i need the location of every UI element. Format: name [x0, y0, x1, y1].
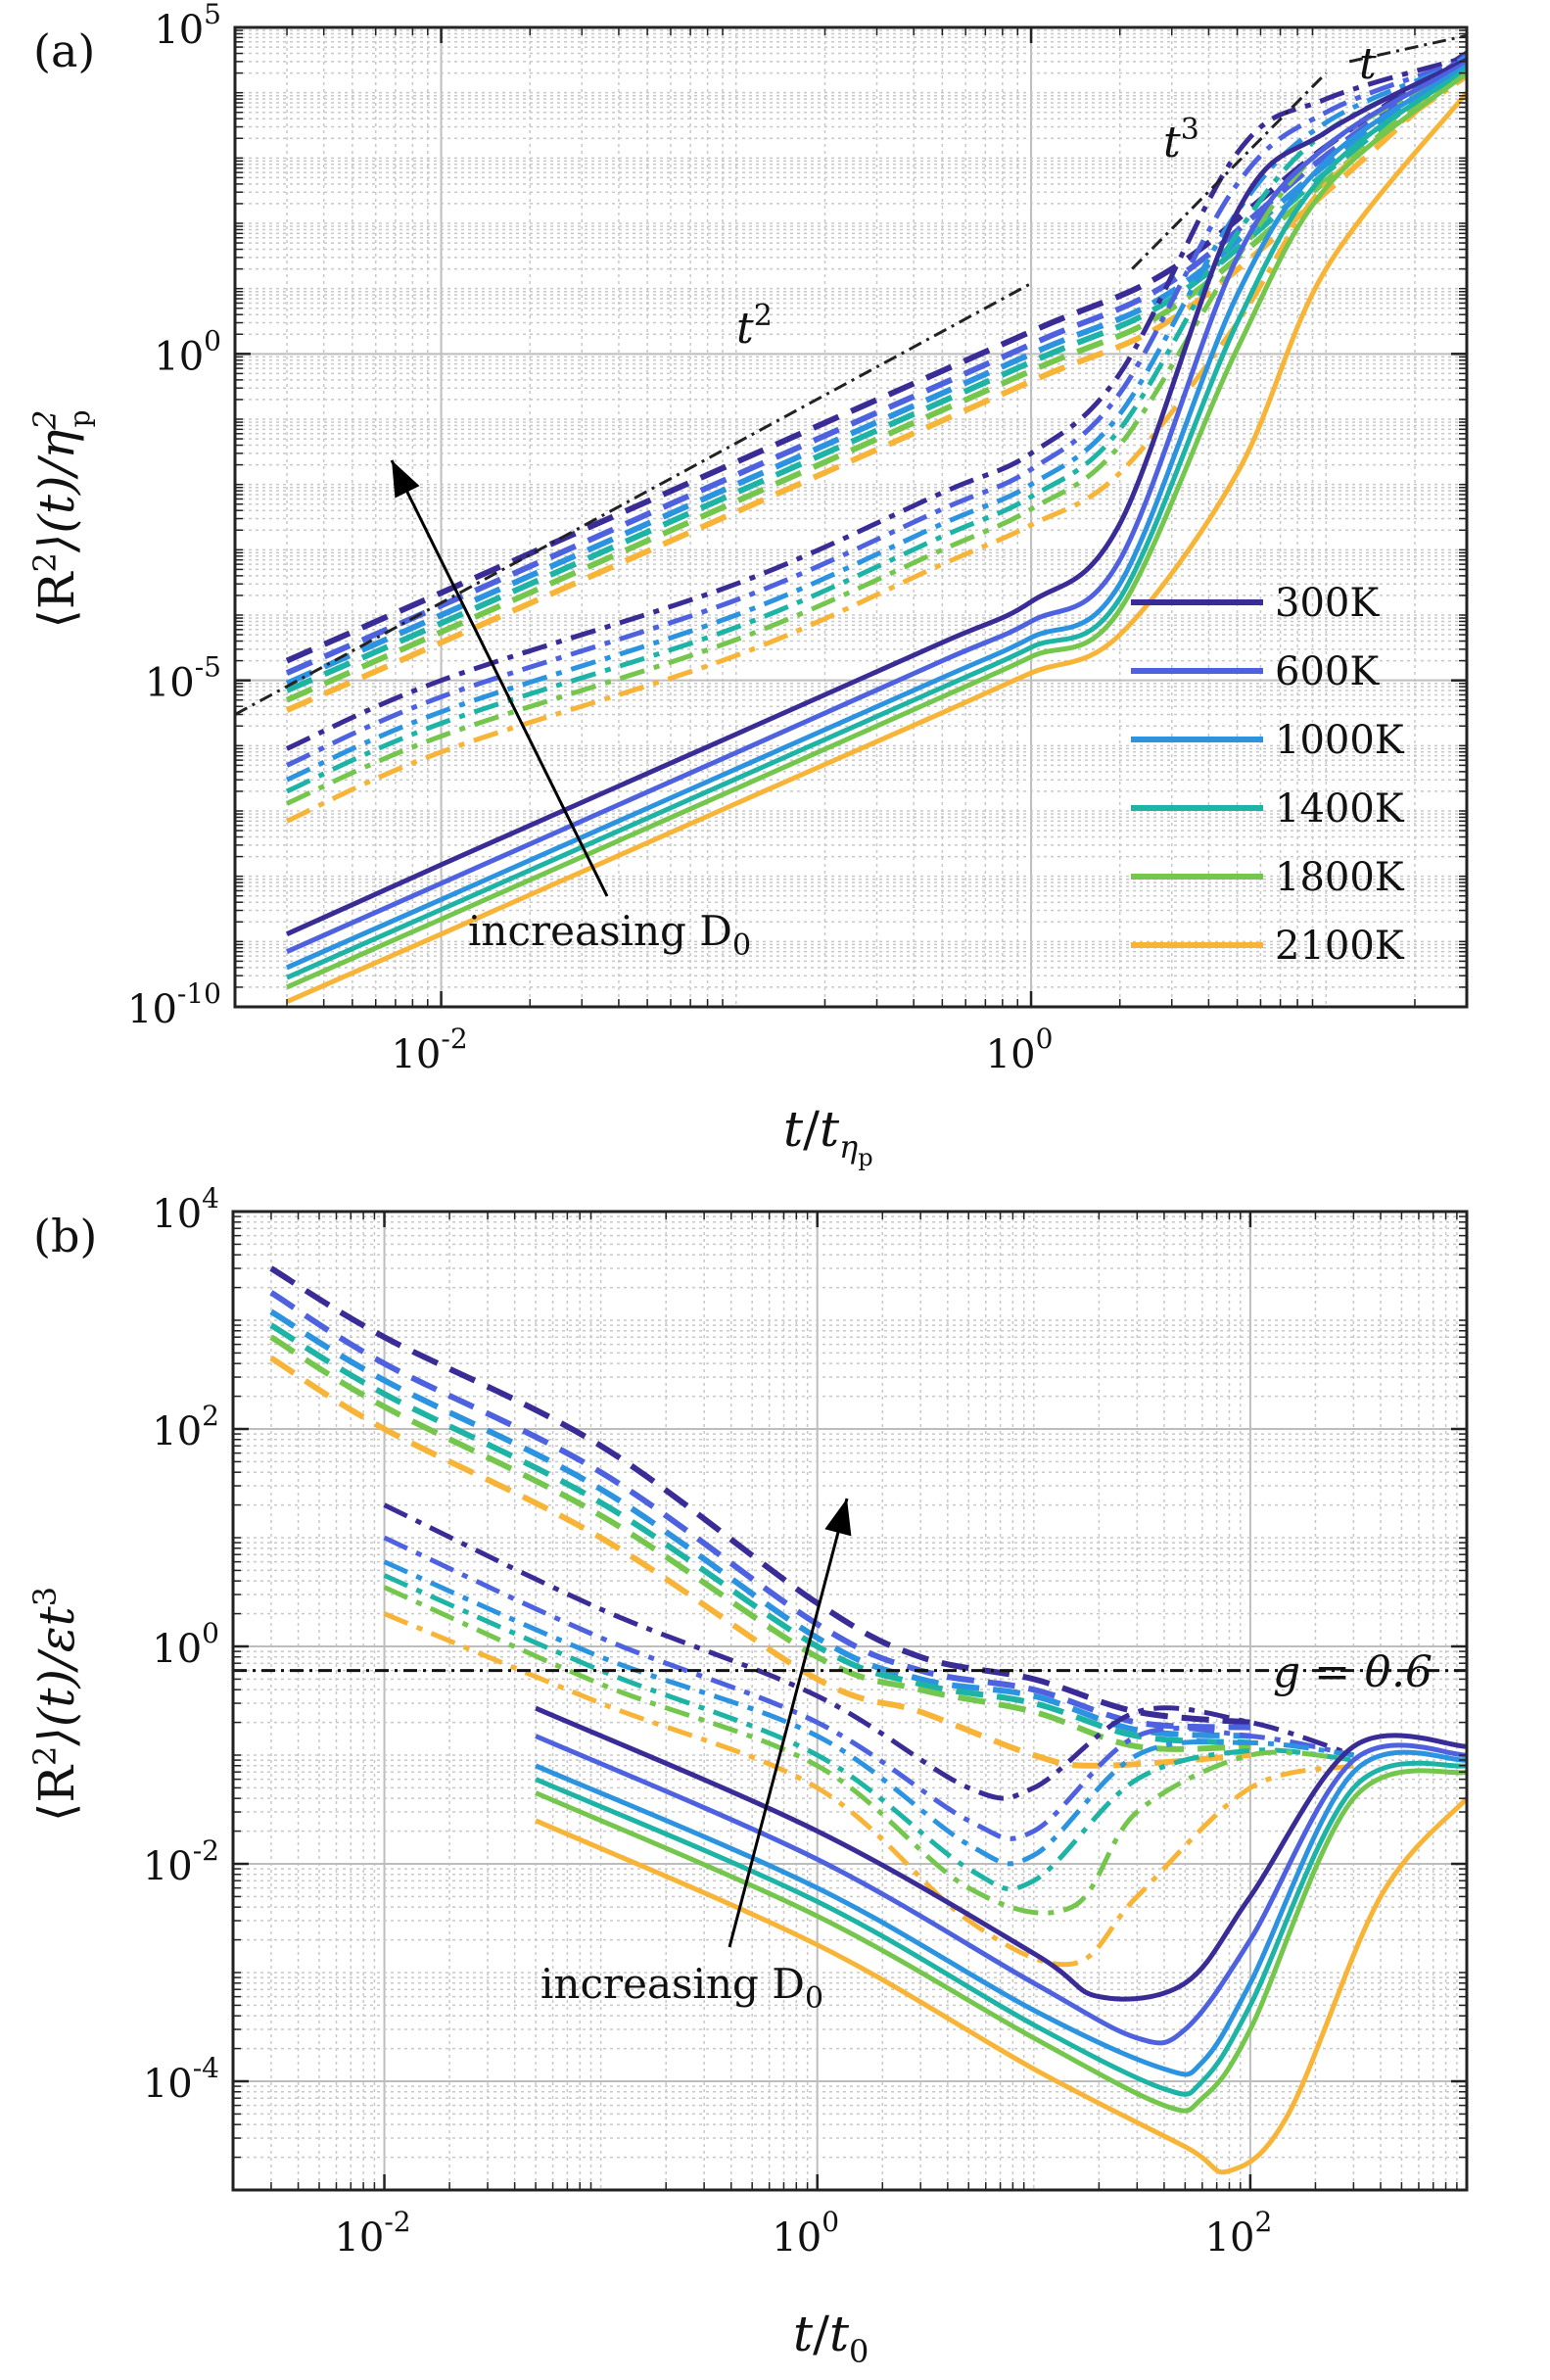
series-solid-1800K	[535, 1768, 1467, 2114]
series-dashed-600K	[285, 53, 1467, 676]
y-tick-label: 100	[152, 1617, 219, 1672]
series-dashed-2100K	[269, 1355, 1251, 1769]
reference-lines-a	[235, 33, 1467, 716]
series-solid-600K	[285, 60, 1467, 954]
increasing-d0-arrow-a	[390, 459, 609, 897]
y-axis-label-b: ⟨R2⟩(t)/εt3	[26, 1587, 85, 1822]
series-solid-1000K	[285, 63, 1467, 971]
series-solid-1000K	[535, 1749, 1467, 2077]
legend-label-2100K: 2100K	[1275, 924, 1405, 969]
legend-label-600K: 600K	[1275, 649, 1380, 694]
grid-b	[232, 1211, 1468, 2191]
y-tick-label: 10-4	[143, 2052, 219, 2107]
x-axis-label-b: t/t0	[793, 2306, 869, 2370]
x-tick-label: 10-2	[391, 1023, 467, 1077]
series-dashdot-1800K	[285, 64, 1467, 806]
panel-b: 10-2 100 102 10-4 10-2 100 102 104 (b) t/t0 ⟨R2…	[26, 1182, 1469, 2370]
series-solid-300K	[285, 57, 1467, 936]
y-tick-label: 10-2	[143, 1834, 219, 1889]
series-dashed-1400K	[269, 1322, 1251, 1746]
panel-a: 10-2 100 10-10 10-5 100 105 (a) t/tηp ⟨R2⟩(t)…	[26, 0, 1469, 1171]
g-line-label: g = 0.6	[1273, 1647, 1433, 1697]
series-dashdot-300K	[285, 55, 1467, 751]
series-solid-2100K	[285, 91, 1467, 1004]
x-tick-label: 102	[1205, 2206, 1273, 2261]
ticks-b: 10-2 100 102 10-4 10-2 100 102 104	[143, 1182, 1467, 2261]
t2-label: t2	[736, 299, 773, 354]
legend-label-1400K: 1400K	[1275, 786, 1405, 832]
legend-label-300K: 300K	[1275, 581, 1380, 626]
y-axis-label-a: ⟨R2⟩(t)/η2p	[26, 409, 96, 628]
series-dashdot-2100K	[383, 1611, 1354, 1968]
series-dashed-600K	[269, 1290, 1251, 1731]
series-dashdot-1800K	[383, 1585, 1354, 1916]
series-dashed-1000K	[269, 1309, 1251, 1739]
y-tick-label: 104	[152, 1182, 219, 1237]
t3-label: t3	[1163, 113, 1199, 167]
series-b	[269, 1265, 1467, 2175]
reference-line-t³	[1131, 71, 1328, 270]
ticks-a: 10-2 100 10-10 10-5 100 105	[127, 0, 1468, 1077]
series-dashed-1800K	[285, 59, 1467, 703]
series-a	[285, 50, 1467, 1004]
x-tick-label: 100	[772, 2206, 839, 2261]
series-dashdot-600K	[285, 57, 1467, 768]
series-dashdot-600K	[383, 1535, 1354, 1841]
arrow-head-icon-a	[392, 460, 420, 499]
arrow-head-icon-b	[824, 1499, 852, 1537]
series-solid-300K	[535, 1705, 1467, 2002]
series-solid-1800K	[285, 71, 1467, 990]
y-tick-label: 105	[154, 0, 221, 53]
annotation-increasing-d0-a: increasing D0	[468, 907, 751, 963]
y-tick-label: 100	[154, 324, 221, 379]
legend: 300K 600K 1000K 1400K 1800K 2100K	[1131, 581, 1405, 969]
series-solid-1400K	[535, 1760, 1467, 2097]
series-solid-2100K	[535, 1796, 1467, 2175]
series-solid-1400K	[285, 67, 1467, 980]
annotation-increasing-d0-b: increasing D0	[540, 1960, 823, 2016]
panel-label-b: (b)	[33, 1210, 97, 1262]
axes-frame-a	[233, 25, 1469, 1009]
series-dashed-1800K	[269, 1334, 1250, 1752]
x-tick-label: 100	[986, 1023, 1054, 1077]
y-tick-label: 10-5	[145, 651, 221, 706]
series-solid-600K	[535, 1734, 1467, 2046]
y-tick-label: 10-10	[127, 977, 221, 1032]
legend-label-1800K: 1800K	[1275, 855, 1405, 900]
series-dashdot-2100K	[285, 73, 1467, 824]
reference-line-t	[1348, 33, 1467, 64]
axes-frame-b	[231, 1210, 1469, 2192]
legend-label-1000K: 1000K	[1275, 718, 1405, 763]
panel-label-a: (a)	[33, 24, 95, 77]
y-tick-label: 102	[152, 1400, 219, 1454]
t-label: t	[1359, 39, 1377, 89]
series-dashed-300K	[269, 1265, 1251, 1726]
series-dashdot-1400K	[285, 61, 1467, 794]
x-tick-label: 10-2	[334, 2206, 410, 2261]
increasing-d0-arrow-b	[728, 1498, 849, 1948]
reference-line-t²	[235, 282, 1032, 716]
x-axis-label-a: t/tηp	[783, 1101, 873, 1171]
series-dashdot-300K	[383, 1502, 1355, 1801]
